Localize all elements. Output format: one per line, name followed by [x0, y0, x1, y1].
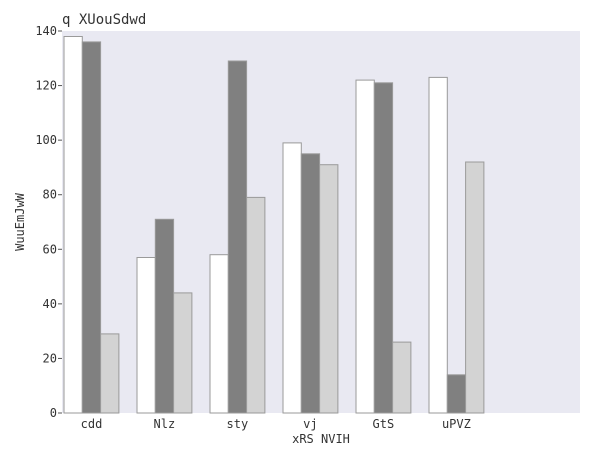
y-tick-label: 100 — [35, 133, 57, 147]
bar-vj-series-2 — [300, 153, 321, 414]
bars-group — [63, 36, 485, 414]
bar-sty-series-1 — [209, 254, 229, 414]
bar-Nlz-series-3 — [173, 292, 193, 414]
bar-cdd-series-3 — [100, 333, 120, 414]
x-tick-label: GtS — [373, 417, 395, 431]
bar-sty-series-2 — [227, 60, 248, 414]
x-tick-label: cdd — [81, 417, 103, 431]
bar-sty-series-3 — [246, 196, 266, 414]
y-tick-label: 120 — [35, 79, 57, 93]
y-tick-label: 60 — [43, 242, 57, 256]
bar-Nlz-series-1 — [136, 257, 156, 414]
x-axis-label: xRS NVIH — [292, 432, 350, 446]
bar-uPVZ-series-2 — [446, 374, 467, 414]
bar-vj-series-1 — [282, 142, 302, 414]
bar-GtS-series-3 — [392, 341, 412, 414]
x-tick-label: sty — [227, 417, 249, 431]
x-axis: cdd Nlz sty vj GtS uPVZ — [81, 417, 471, 431]
bar-cdd-series-2 — [81, 41, 102, 414]
bar-GtS-series-2 — [373, 82, 394, 414]
y-tick-label: 20 — [43, 351, 57, 365]
bar-cdd-series-1 — [63, 36, 83, 414]
y-axis-label: WuuEmJwW — [13, 192, 27, 251]
chart-title: q XUouSdwd — [62, 12, 146, 28]
y-tick-label: 80 — [43, 188, 57, 202]
y-tick-label: 0 — [50, 406, 57, 420]
x-tick-label: vj — [303, 417, 317, 431]
y-axis: 0 20 40 60 80 100 120 140 — [35, 24, 62, 420]
bar-Nlz-series-2 — [154, 218, 175, 414]
x-tick-label: Nlz — [154, 417, 176, 431]
y-tick-label: 140 — [35, 24, 57, 38]
y-tick-label: 40 — [43, 297, 57, 311]
bar-vj-series-3 — [319, 164, 339, 414]
bar-uPVZ-series-1 — [428, 76, 448, 414]
x-tick-label: uPVZ — [442, 417, 471, 431]
bar-uPVZ-series-3 — [465, 161, 485, 414]
bar-GtS-series-1 — [355, 79, 375, 414]
